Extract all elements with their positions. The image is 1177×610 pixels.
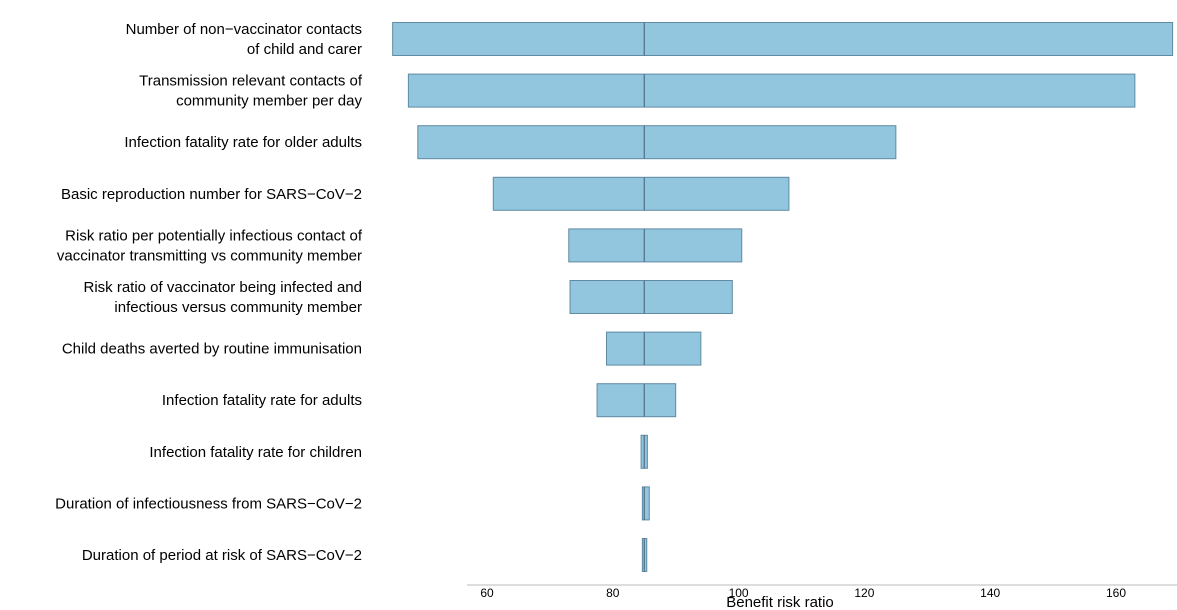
x-tick-label: 60: [480, 586, 494, 600]
bar: [417, 125, 897, 160]
row-label: Basic reproduction number for SARS−CoV−2: [61, 186, 362, 203]
bar: [407, 73, 1136, 108]
row-label: Transmission relevant contacts of communi…: [139, 73, 363, 110]
row-label-line: Transmission relevant contacts of: [139, 73, 363, 90]
row-label-line: Number of non−vaccinator contacts: [126, 21, 362, 38]
row-label-line: of child and carer: [247, 41, 362, 58]
row-label-line: Infection fatality rate for children: [149, 444, 362, 461]
row-label-line: infectious versus community member: [114, 299, 362, 316]
row-label: Risk ratio of vaccinator being infected …: [84, 279, 363, 316]
x-tick-label: 140: [980, 586, 1000, 600]
bar: [492, 176, 790, 211]
bar: [392, 22, 1174, 56]
row-label-line: Duration of period at risk of SARS−CoV−2: [82, 547, 362, 564]
row-label: Number of non−vaccinator contacts of chil…: [126, 21, 362, 58]
x-axis: 60 80 100 120 140 160 Benefit risk ratio: [467, 584, 1177, 610]
row-label: Duration of infectiousness from SARS−CoV…: [55, 495, 362, 512]
row-label: Infection fatality rate for older adults: [124, 134, 362, 151]
x-axis-title: Benefit risk ratio: [726, 594, 834, 610]
row-label-line: Risk ratio of vaccinator being infected …: [84, 279, 363, 296]
bar: [569, 280, 733, 314]
row-label-line: Infection fatality rate for older adults: [124, 134, 362, 151]
bar: [596, 383, 677, 418]
row-label-line: community member per day: [176, 93, 362, 110]
row-label: Duration of period at risk of SARS−CoV−2: [82, 547, 362, 564]
x-tick-label: 120: [854, 586, 874, 600]
row-label: Infection fatality rate for children: [149, 444, 362, 461]
bar: [606, 331, 702, 366]
x-tick-label: 160: [1106, 586, 1126, 600]
row-label-line: Infection fatality rate for adults: [162, 392, 362, 409]
row-label-line: Basic reproduction number for SARS−CoV−2: [61, 186, 362, 203]
row-label-line: Child deaths averted by routine immunisa…: [62, 341, 362, 358]
row-label-line: vaccinator transmitting vs community mem…: [57, 247, 362, 264]
row-label-line: Risk ratio per potentially infectious co…: [65, 227, 363, 244]
row-label-line: Duration of infectiousness from SARS−CoV…: [55, 495, 362, 512]
bars: [392, 22, 1174, 572]
row-label: Child deaths averted by routine immunisa…: [62, 341, 362, 358]
row-label: Risk ratio per potentially infectious co…: [57, 227, 363, 264]
x-tick-label: 100: [729, 586, 749, 600]
bar: [641, 486, 650, 521]
bar: [568, 228, 743, 263]
row-label: Infection fatality rate for adults: [162, 392, 362, 409]
x-tick-label: 80: [606, 586, 620, 600]
row-labels: Number of non−vaccinator contacts of chil…: [55, 21, 363, 564]
